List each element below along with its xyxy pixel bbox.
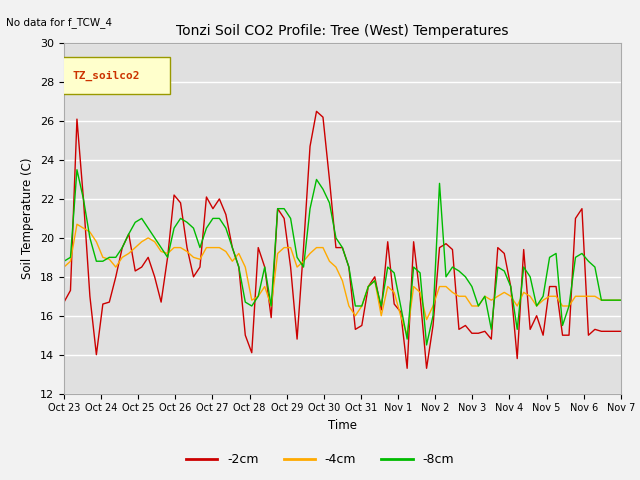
Legend: -2cm, -4cm, -8cm: -2cm, -4cm, -8cm: [181, 448, 459, 471]
Y-axis label: Soil Temperature (C): Soil Temperature (C): [22, 157, 35, 279]
X-axis label: Time: Time: [328, 419, 357, 432]
Title: Tonzi Soil CO2 Profile: Tree (West) Temperatures: Tonzi Soil CO2 Profile: Tree (West) Temp…: [176, 24, 509, 38]
Text: TZ_soilco2: TZ_soilco2: [72, 71, 140, 81]
FancyBboxPatch shape: [61, 57, 170, 94]
Text: No data for f_TCW_4: No data for f_TCW_4: [6, 17, 113, 28]
